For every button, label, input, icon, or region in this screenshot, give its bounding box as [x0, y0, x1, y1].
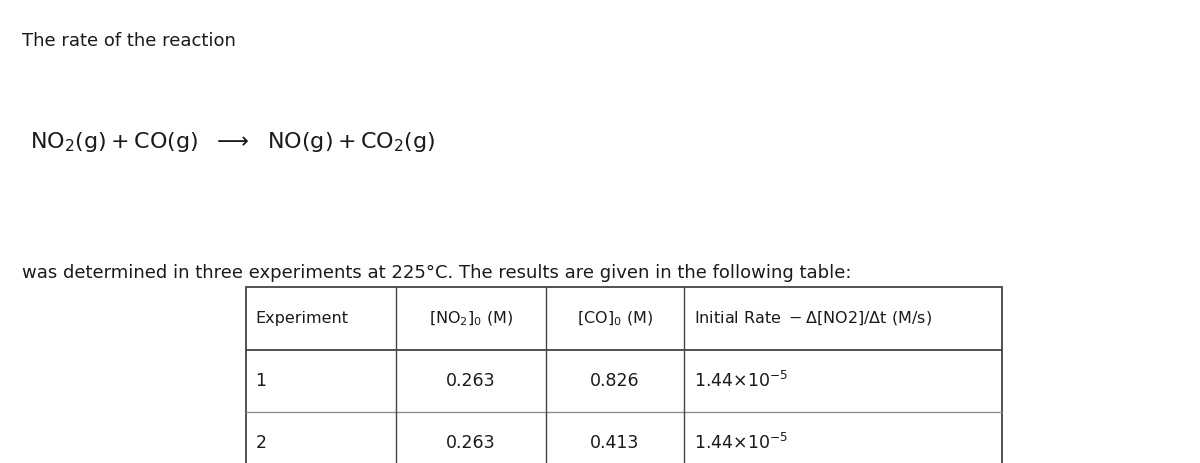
Text: 1: 1: [256, 372, 266, 390]
Text: 0.263: 0.263: [446, 434, 496, 452]
Text: 0.263: 0.263: [446, 372, 496, 390]
Text: $\mathrm{Initial\ Rate\ -\Delta[NO2]/\Delta t\ (M/s)}$: $\mathrm{Initial\ Rate\ -\Delta[NO2]/\De…: [694, 309, 931, 327]
Text: $[\mathrm{CO}]_0\ \mathrm{(M)}$: $[\mathrm{CO}]_0\ \mathrm{(M)}$: [577, 309, 653, 327]
Text: 0.413: 0.413: [590, 434, 640, 452]
Text: $\mathrm{1.44{\times}10^{-5}}$: $\mathrm{1.44{\times}10^{-5}}$: [694, 371, 788, 391]
Text: $\mathregular{NO_2(g) + CO(g)}$  $\mathregular{\longrightarrow}$  $\mathregular{: $\mathregular{NO_2(g) + CO(g)}$ $\mathre…: [30, 130, 436, 154]
Text: 0.826: 0.826: [590, 372, 640, 390]
FancyBboxPatch shape: [246, 287, 1002, 463]
Text: 2: 2: [256, 434, 266, 452]
Text: was determined in three experiments at 225°C. The results are given in the follo: was determined in three experiments at 2…: [22, 264, 851, 282]
Text: $\mathrm{1.44{\times}10^{-5}}$: $\mathrm{1.44{\times}10^{-5}}$: [694, 433, 788, 453]
Text: $[\mathrm{NO_2}]_0\ \mathrm{(M)}$: $[\mathrm{NO_2}]_0\ \mathrm{(M)}$: [428, 309, 514, 327]
Text: Experiment: Experiment: [256, 311, 349, 326]
Text: The rate of the reaction: The rate of the reaction: [22, 32, 235, 50]
